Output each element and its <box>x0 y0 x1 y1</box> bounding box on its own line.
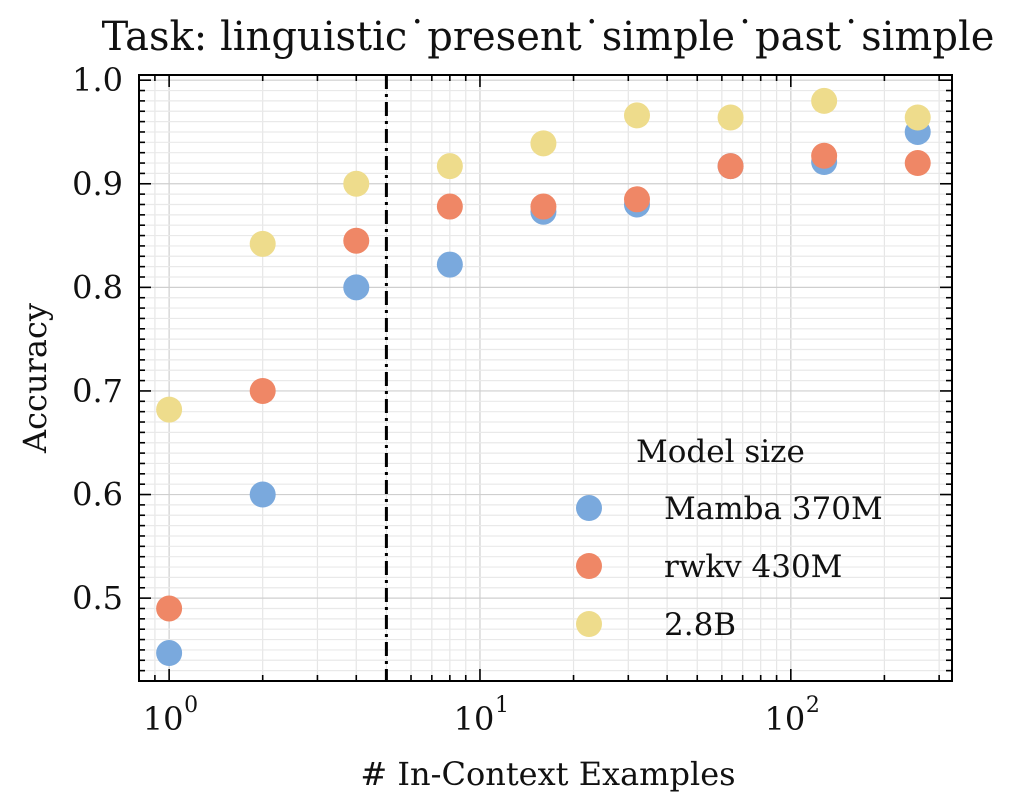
y-tick-label: 0.6 <box>72 476 123 514</box>
data-point <box>436 251 463 278</box>
data-point <box>249 230 276 257</box>
data-point <box>811 87 838 114</box>
data-point <box>530 130 557 157</box>
data-point <box>623 102 650 129</box>
series-2 <box>156 142 931 622</box>
data-point <box>343 227 370 254</box>
y-axis-label: Accuracy <box>16 303 54 454</box>
data-point <box>249 481 276 508</box>
data-point <box>436 153 463 180</box>
data-point <box>249 377 276 404</box>
axis-ticks <box>138 75 952 682</box>
legend: Model size Mamba 370M rwkv 430M 2.8B <box>576 434 883 643</box>
legend-label: rwkv 430M <box>664 549 842 585</box>
data-point <box>904 104 931 131</box>
data-point <box>530 193 557 220</box>
x-axis-label: # In-Context Examples <box>360 755 735 793</box>
plot-frame <box>138 74 953 682</box>
y-tick-label: 0.7 <box>72 372 123 410</box>
data-point <box>156 595 183 622</box>
x-tick-label: 10 <box>143 700 184 738</box>
legend-items: Mamba 370M rwkv 430M 2.8B <box>576 491 883 643</box>
y-tick-label: 0.5 <box>72 579 123 617</box>
legend-marker <box>576 495 602 521</box>
y-tick-label: 0.8 <box>72 268 123 306</box>
data-point <box>343 274 370 301</box>
data-point <box>436 193 463 220</box>
data-points <box>156 87 931 667</box>
data-point <box>156 396 183 423</box>
data-point <box>904 150 931 177</box>
tick-labels: 0.50.60.70.80.91.010 0 10 1 10 2 <box>72 61 820 738</box>
legend-title: Model size <box>636 434 805 470</box>
chart-title: Task: linguistic˙present˙simple˙past˙sim… <box>102 14 995 60</box>
y-tick-label: 0.9 <box>72 165 123 203</box>
x-tick-exponent: 0 <box>184 693 198 718</box>
data-point <box>717 153 744 180</box>
data-point <box>623 186 650 213</box>
y-tick-label: 1.0 <box>72 61 123 99</box>
x-tick-exponent: 2 <box>806 693 820 718</box>
x-tick-label: 10 <box>764 700 805 738</box>
data-point <box>811 142 838 169</box>
legend-label: 2.8B <box>664 607 736 643</box>
data-point <box>717 104 744 131</box>
series-3 <box>156 87 931 423</box>
legend-marker <box>576 553 602 579</box>
data-point <box>343 170 370 197</box>
legend-label: Mamba 370M <box>664 491 883 527</box>
data-point <box>156 640 183 667</box>
legend-marker <box>576 611 602 637</box>
x-tick-label: 10 <box>454 700 495 738</box>
x-tick-exponent: 1 <box>495 693 509 718</box>
